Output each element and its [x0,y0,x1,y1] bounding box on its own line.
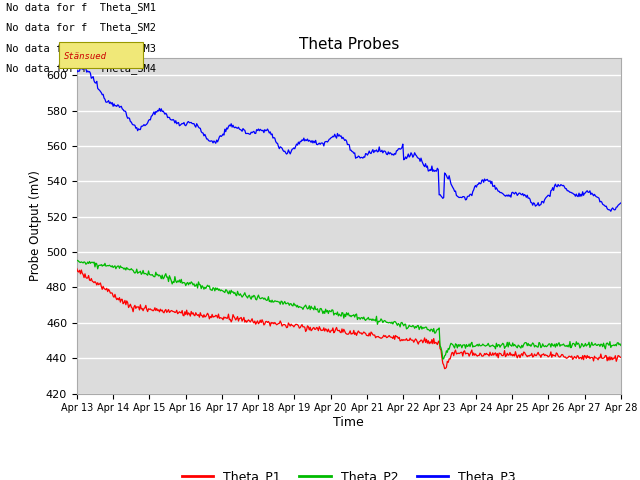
Text: No data for f  Theta_SM2: No data for f Theta_SM2 [6,23,156,34]
Text: No data for f  Theta_SM1: No data for f Theta_SM1 [6,2,156,13]
Y-axis label: Probe Output (mV): Probe Output (mV) [29,170,42,281]
X-axis label: Time: Time [333,416,364,429]
Text: No data for f  Theta_SM3: No data for f Theta_SM3 [6,43,156,54]
Legend: Theta_P1, Theta_P2, Theta_P3: Theta_P1, Theta_P2, Theta_P3 [177,465,521,480]
Title: Theta Probes: Theta Probes [299,37,399,52]
Text: Stänsued: Stänsued [64,51,107,60]
Text: No data for f  Theta_SM4: No data for f Theta_SM4 [6,63,156,74]
